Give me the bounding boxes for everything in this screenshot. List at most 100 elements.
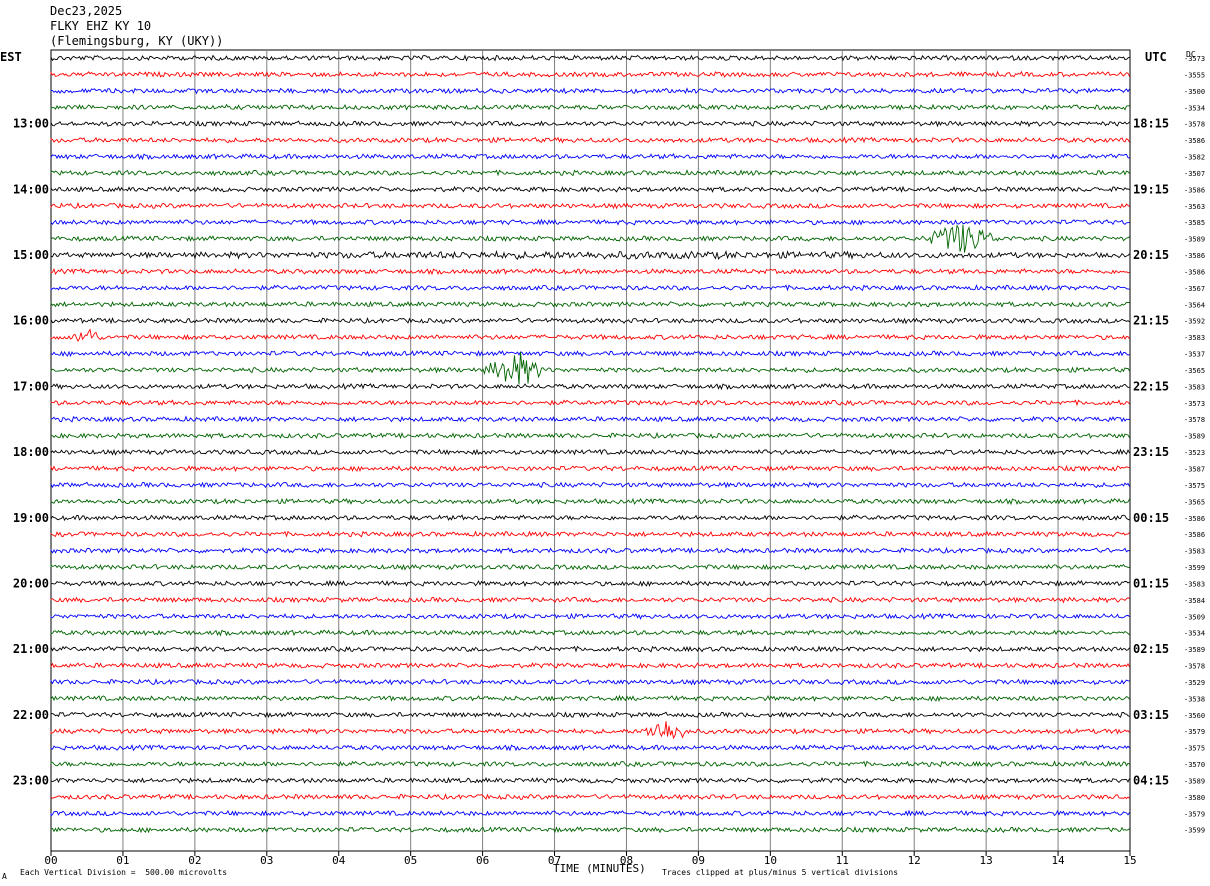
x-tick-label: 15 — [1123, 854, 1136, 867]
x-tick-label: 09 — [692, 854, 705, 867]
dc-offset-label: -3555 — [1184, 71, 1205, 79]
trace-line — [50, 497, 1130, 506]
x-tick-label: 05 — [404, 854, 417, 867]
trace-line — [50, 721, 1130, 740]
x-tick-label: 08 — [620, 854, 633, 867]
dc-offset-label: -3523 — [1184, 449, 1205, 457]
trace-line — [50, 694, 1130, 703]
trace-line — [50, 201, 1130, 210]
trace-line — [50, 711, 1130, 719]
est-hour-label: 15:00 — [13, 248, 49, 262]
x-tick-label: 10 — [764, 854, 777, 867]
dc-offset-label: -3565 — [1184, 367, 1205, 375]
plot-frame — [50, 49, 1131, 852]
dc-offset-label: -3583 — [1184, 383, 1205, 391]
dc-offset-label: -3589 — [1184, 433, 1205, 441]
utc-hour-label: 20:15 — [1133, 248, 1169, 262]
x-tick-label: 12 — [908, 854, 921, 867]
dc-offset-label: -3564 — [1184, 301, 1205, 309]
trace-line — [50, 351, 1130, 385]
trace-line — [50, 153, 1130, 161]
x-tick-label: 00 — [44, 854, 57, 867]
utc-hour-label: 18:15 — [1133, 117, 1169, 131]
dc-offset-label: -3585 — [1184, 219, 1205, 227]
x-tick-label: 07 — [548, 854, 561, 867]
header-date: Dec23,2025 — [50, 4, 123, 18]
x-tick-label: 03 — [260, 854, 273, 867]
dc-offset-label: -3586 — [1184, 515, 1205, 523]
dc-offset-label: -3575 — [1184, 745, 1205, 753]
est-hour-label: 22:00 — [13, 708, 49, 722]
dc-offset-label: -3573 — [1184, 55, 1205, 63]
est-hour-label: 16:00 — [13, 314, 49, 328]
trace-line — [50, 793, 1130, 801]
dc-offset-label: -3584 — [1184, 597, 1205, 605]
dc-offset-label: -3509 — [1184, 613, 1205, 621]
utc-hour-label: 03:15 — [1133, 708, 1169, 722]
utc-hour-label: 22:15 — [1133, 379, 1169, 393]
dc-offset-label: -3500 — [1184, 88, 1205, 96]
trace-line — [50, 399, 1130, 407]
trace-line — [50, 169, 1130, 177]
dc-offset-label: -3583 — [1184, 548, 1205, 556]
utc-hour-label: 02:15 — [1133, 642, 1169, 656]
utc-hour-label: 04:15 — [1133, 773, 1169, 787]
est-hour-label: 14:00 — [13, 182, 49, 196]
utc-hour-label: 01:15 — [1133, 576, 1169, 590]
trace-line — [50, 284, 1130, 292]
trace-line — [50, 481, 1130, 489]
trace-line — [50, 300, 1130, 308]
trace-line — [50, 382, 1130, 391]
x-tick-label: 04 — [332, 854, 346, 867]
trace-line — [50, 120, 1130, 128]
x-axis-label: TIME (MINUTES) — [553, 862, 646, 875]
trace-line — [50, 678, 1130, 686]
dc-offset-label: -3575 — [1184, 482, 1205, 490]
dc-offset-label: -3589 — [1184, 777, 1205, 785]
dc-offset-label: -3586 — [1184, 252, 1205, 260]
trace-line — [50, 103, 1130, 111]
dc-offset-label: -3578 — [1184, 416, 1205, 424]
trace-line — [50, 579, 1130, 588]
trace-line — [50, 267, 1130, 276]
est-hour-label: 19:00 — [13, 511, 49, 525]
dc-offset-label: -3586 — [1184, 137, 1205, 145]
utc-hour-label: 00:15 — [1133, 511, 1169, 525]
x-tick-label: 01 — [116, 854, 129, 867]
x-tick-label: 11 — [836, 854, 849, 867]
trace-line — [50, 70, 1130, 78]
dc-offset-label: -3578 — [1184, 663, 1205, 671]
trace-line — [50, 596, 1130, 604]
left-zone-label: EST — [0, 50, 22, 64]
trace-line — [50, 328, 1130, 343]
trace-line — [50, 809, 1130, 817]
trace-line — [50, 185, 1130, 193]
est-hour-label: 20:00 — [13, 576, 49, 590]
trace-line — [50, 826, 1130, 834]
est-hour-label: 18:00 — [13, 445, 49, 459]
trace-line — [50, 645, 1130, 653]
dc-label: DC — [1186, 50, 1196, 59]
dc-offset-label: -3582 — [1184, 154, 1205, 162]
trace-line — [50, 744, 1130, 752]
scale-note: Each Vertical Division = 500.00 microvol… — [20, 868, 228, 877]
trace-line — [50, 777, 1130, 784]
utc-hour-label: 19:15 — [1133, 182, 1169, 196]
dc-offset-label: -3579 — [1184, 810, 1205, 818]
dc-offset-label: -3589 — [1184, 236, 1205, 244]
header-location: (Flemingsburg, KY (UKY)) — [50, 34, 224, 48]
dc-offset-label: -3529 — [1184, 679, 1205, 687]
utc-hour-label: 21:15 — [1133, 314, 1169, 328]
trace-line — [50, 612, 1130, 620]
est-hour-label: 17:00 — [13, 379, 49, 393]
dc-offset-label: -3579 — [1184, 728, 1205, 736]
dc-offset-label: -3599 — [1184, 827, 1205, 835]
x-tick-label: 14 — [1051, 854, 1065, 867]
utc-hour-label: 23:15 — [1133, 445, 1169, 459]
trace-line — [50, 661, 1130, 670]
trace-line — [50, 514, 1130, 522]
dc-offset-label: -3583 — [1184, 580, 1205, 588]
trace-line — [50, 349, 1130, 358]
trace-line — [50, 136, 1130, 144]
